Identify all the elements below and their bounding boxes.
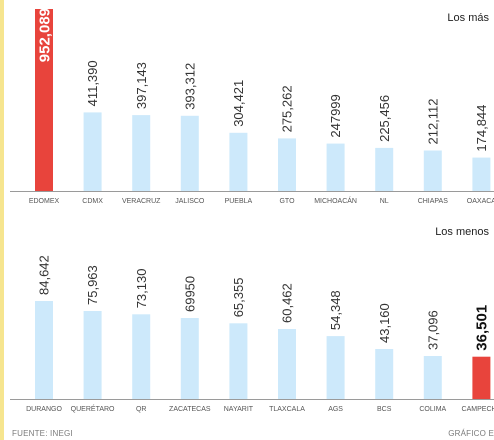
- bar-0-9: [472, 157, 491, 191]
- bar-1-0: [35, 301, 53, 399]
- value-label-0-0: 952,089: [36, 8, 53, 62]
- value-label-0-3: 393,312: [182, 63, 197, 110]
- value-label-0-9: 174,844: [474, 105, 489, 152]
- bar-1-7: [375, 349, 394, 399]
- value-label-1-5: 60,462: [280, 283, 295, 323]
- bar-1-1: [83, 311, 102, 399]
- bar-1-2: [132, 314, 151, 399]
- bar-0-7: [375, 147, 394, 191]
- value-label-1-7: 43,160: [377, 303, 392, 343]
- source-note: FUENTE: INEGI: [12, 429, 73, 438]
- value-label-0-1: 411,390: [85, 60, 100, 106]
- bar-1-8: [423, 356, 442, 399]
- value-label-0-6: 247999: [328, 94, 343, 137]
- category-label-1-9: CAMPECHE: [462, 406, 494, 413]
- category-label-0-7: NL: [380, 198, 389, 205]
- bar-0-3: [180, 115, 199, 191]
- category-label-1-0: DURANGO: [26, 406, 62, 413]
- category-label-1-7: BCS: [377, 406, 392, 413]
- category-label-1-6: AGS: [328, 406, 343, 413]
- bar-0-8: [423, 150, 442, 191]
- bar-0-0: [35, 9, 53, 191]
- category-label-0-0: EDOMEX: [29, 198, 60, 205]
- category-label-0-5: GTO: [279, 198, 295, 205]
- bar-0-6: [326, 143, 345, 191]
- category-label-1-8: COLIMA: [419, 406, 446, 413]
- value-label-1-9: 36,501: [474, 305, 491, 351]
- bar-0-2: [132, 115, 151, 191]
- value-label-1-6: 54,348: [328, 290, 343, 330]
- bar-0-4: [229, 132, 248, 191]
- category-label-0-3: JALISCO: [175, 198, 205, 205]
- value-label-0-4: 304,421: [231, 80, 246, 127]
- category-label-1-1: QUERÉTARO: [71, 404, 115, 413]
- category-label-1-2: QR: [136, 406, 147, 413]
- category-label-0-1: CDMX: [82, 198, 103, 205]
- bar-1-6: [326, 336, 345, 399]
- value-label-0-8: 212,112: [425, 98, 440, 144]
- accent-stripe: [0, 0, 4, 440]
- category-label-0-6: MICHOACÁN: [314, 196, 357, 205]
- bar-1-9: [472, 356, 491, 399]
- category-label-0-8: CHIAPAS: [418, 198, 449, 205]
- category-label-0-9: OAXACA: [467, 198, 494, 205]
- category-label-0-2: VERACRUZ: [122, 198, 161, 205]
- category-label-1-5: TLAXCALA: [269, 406, 305, 413]
- bar-1-4: [229, 323, 248, 399]
- value-label-0-2: 397,143: [134, 62, 149, 109]
- bar-0-5: [278, 138, 296, 191]
- value-label-1-1: 75,963: [85, 265, 100, 305]
- panel-title-1: Los menos: [435, 226, 489, 238]
- value-label-0-7: 225,456: [377, 95, 392, 142]
- value-label-1-2: 73,130: [134, 269, 149, 309]
- chart-credit: GRÁFICO E: [448, 429, 494, 438]
- value-label-1-4: 65,355: [231, 278, 246, 318]
- bar-1-3: [180, 318, 199, 399]
- category-label-1-3: ZACATECAS: [169, 406, 211, 413]
- category-label-0-4: PUEBLA: [225, 198, 253, 205]
- value-label-1-0: 84,642: [37, 255, 52, 295]
- category-label-1-4: NAYARIT: [224, 406, 254, 413]
- panel-title-0: Los más: [447, 12, 489, 24]
- bar-1-5: [278, 329, 296, 399]
- value-label-1-3: 69950: [182, 276, 197, 312]
- value-label-0-5: 275,262: [280, 85, 295, 132]
- bar-0-1: [83, 112, 102, 191]
- value-label-1-8: 37,096: [425, 310, 440, 350]
